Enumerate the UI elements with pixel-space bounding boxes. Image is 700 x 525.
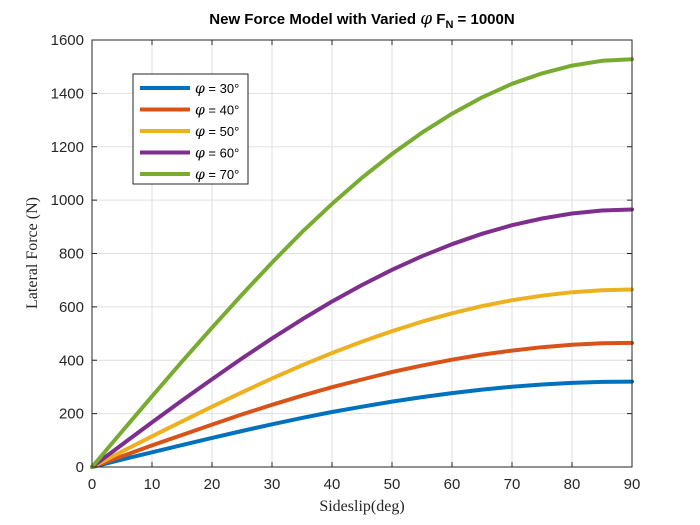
x-tick-label: 30	[264, 476, 281, 493]
x-tick-label: 20	[204, 476, 221, 493]
legend-label: = 70°	[205, 167, 239, 182]
legend-label: = 50°	[205, 124, 239, 139]
y-tick-label: 1400	[51, 85, 84, 102]
series-line-3	[90, 287, 634, 469]
legend-phi-symbol: φ	[195, 146, 205, 162]
x-tick-label: 60	[444, 476, 461, 493]
y-tick-label: 1000	[51, 192, 84, 209]
y-tick-label: 800	[59, 246, 84, 263]
x-tick-label: 50	[384, 476, 401, 493]
legend-phi-symbol: φ	[195, 81, 205, 97]
title-prefix: New Force Model with Varied	[209, 11, 420, 28]
legend: φ = 30°φ = 40°φ = 50°φ = 60°φ = 70°	[132, 73, 249, 185]
series-line-5	[90, 57, 634, 469]
y-ticks: 0 200 400 600 800 1000 1200 1400 1600	[51, 32, 632, 476]
legend-label: = 30°	[205, 81, 239, 96]
y-tick-label: 1600	[51, 32, 84, 49]
y-axis-label: Lateral Force (N)	[24, 197, 41, 309]
legend-label: = 40°	[205, 103, 239, 118]
legend-phi-symbol: φ	[195, 124, 205, 140]
y-tick-label: 1200	[51, 139, 84, 156]
legend-entry: φ = 50°	[195, 124, 239, 140]
x-tick-label: 10	[144, 476, 161, 493]
y-tick-label: 0	[76, 459, 84, 476]
x-tick-label: 40	[324, 476, 341, 493]
chart-title: New Force Model with Varied φ FN = 1000N	[209, 9, 514, 31]
x-ticks: 0 10 20 30 40 50 60 70 80 90	[88, 40, 641, 493]
legend-entry: φ = 70°	[195, 167, 239, 183]
legend-entry: φ = 30°	[195, 81, 239, 97]
series-line-2	[90, 340, 634, 469]
legend-phi-symbol: φ	[195, 167, 205, 183]
series-lines	[90, 57, 634, 469]
legend-entry: φ = 40°	[195, 103, 239, 119]
y-tick-label: 200	[59, 406, 84, 423]
title-suffix: = 1000N	[453, 11, 514, 28]
x-tick-label: 70	[504, 476, 521, 493]
title-phi-symbol: φ	[420, 9, 432, 29]
title-subscript: N	[445, 19, 453, 31]
legend-entry: φ = 60°	[195, 146, 239, 162]
x-tick-label: 80	[564, 476, 581, 493]
x-tick-label: 0	[88, 476, 96, 493]
legend-phi-symbol: φ	[195, 103, 205, 119]
x-tick-label: 90	[624, 476, 641, 493]
series-line-4	[90, 207, 634, 469]
title-force: F	[432, 11, 445, 28]
y-tick-label: 600	[59, 299, 84, 316]
y-tick-label: 400	[59, 352, 84, 369]
series-line-1	[90, 379, 634, 469]
x-axis-label: Sideslip(deg)	[319, 498, 404, 515]
legend-label: = 60°	[205, 146, 239, 161]
